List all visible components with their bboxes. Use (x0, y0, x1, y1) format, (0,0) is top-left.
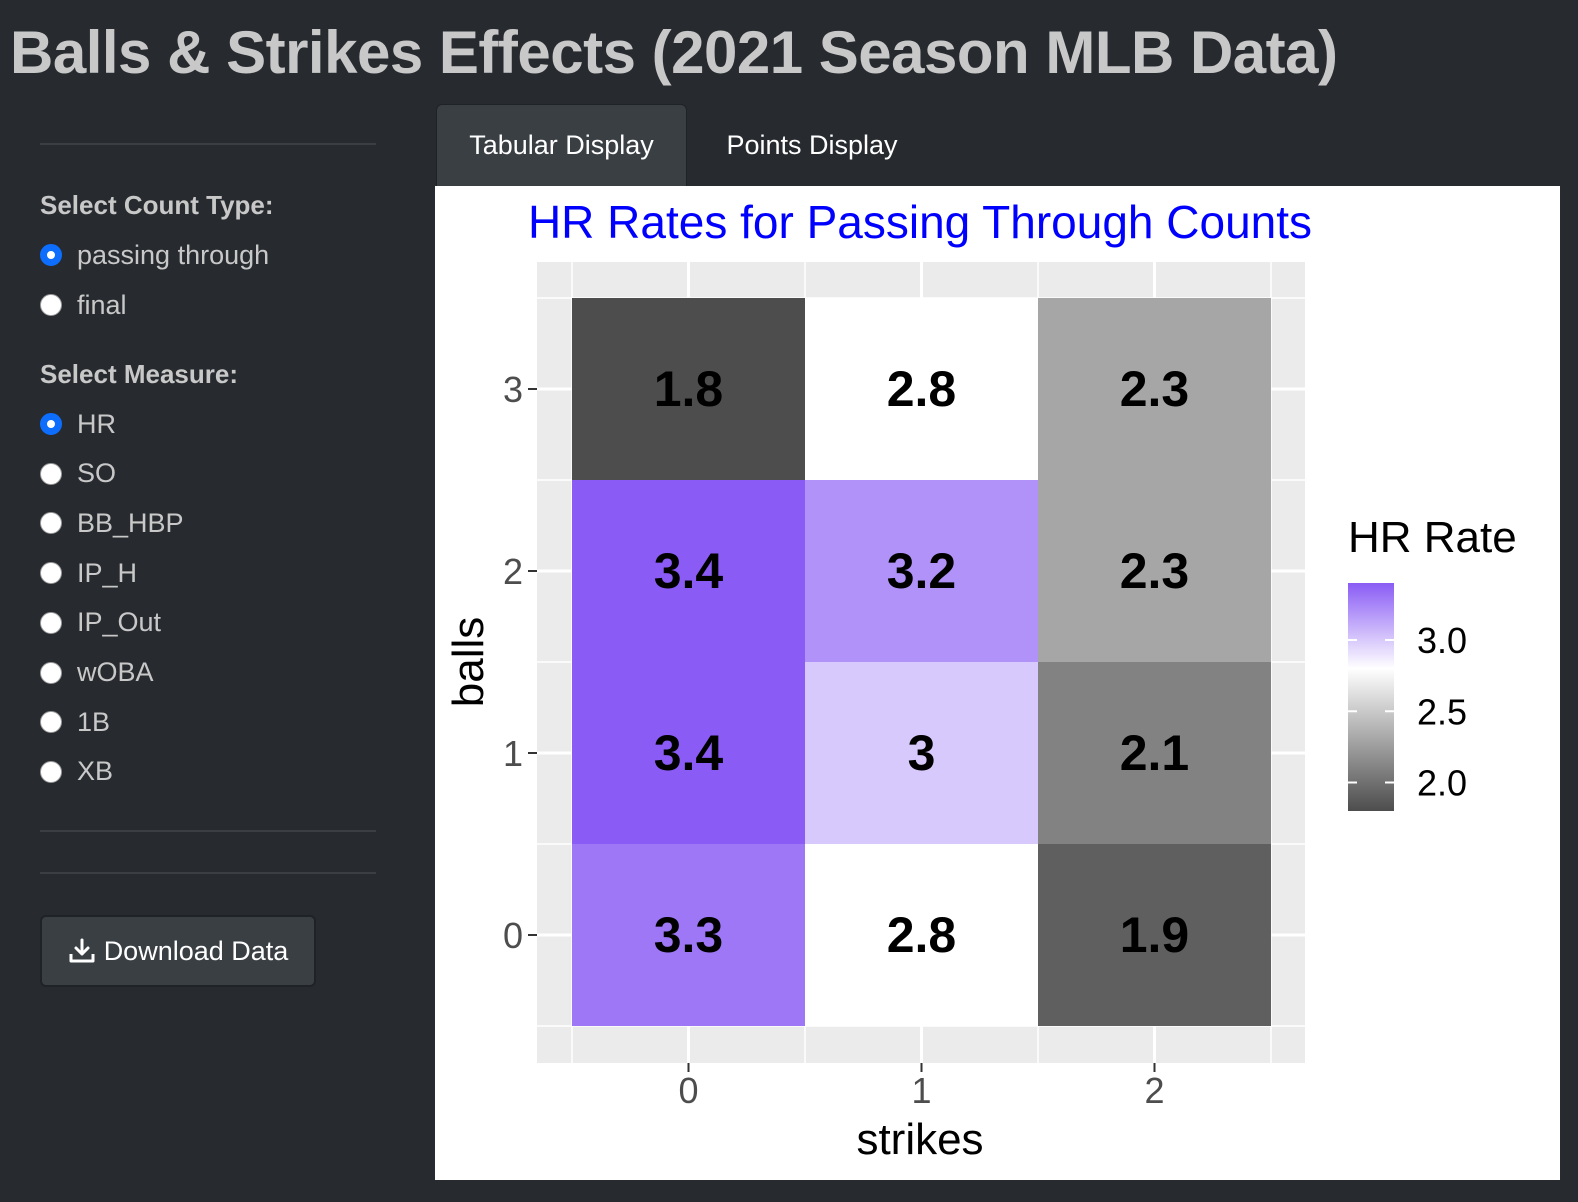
x-tick-label: 0 (678, 1070, 698, 1111)
y-tick-label: 0 (503, 915, 523, 956)
radio-button[interactable] (40, 661, 62, 684)
radio-label: XB (77, 756, 114, 787)
cell-label: 1.8 (654, 361, 724, 417)
x-tick-label: 2 (1144, 1070, 1164, 1111)
radio-option[interactable]: final (40, 288, 127, 322)
tab-label: Points Display (726, 129, 898, 160)
sidebar-divider (40, 872, 376, 874)
heatmap-cell (805, 844, 1038, 1026)
cell-label: 2.3 (1120, 543, 1190, 599)
radio-option[interactable]: XB (40, 755, 113, 789)
tab-points-display[interactable]: Points Display (694, 104, 930, 186)
plot-panel: HR Rates for Passing Through Counts 1.8 2… (435, 186, 1560, 1180)
heatmap-chart: HR Rates for Passing Through Counts 1.8 2… (444, 196, 1517, 1164)
radio-button[interactable] (40, 760, 62, 783)
radio-label: 1B (77, 706, 111, 737)
sidebar-divider (40, 143, 376, 145)
cell-label: 3 (908, 725, 936, 781)
radio-option[interactable]: BB_HBP (40, 506, 184, 540)
heatmap-cell (572, 298, 805, 480)
radio-label: HR (77, 408, 116, 439)
legend-title: HR Rate (1348, 513, 1517, 562)
radio-label: final (77, 289, 127, 320)
cell-label: 3.3 (654, 907, 724, 963)
count-type-label: Select Count Type: (40, 190, 274, 220)
heatmap-cell (805, 662, 1038, 844)
radio-button[interactable] (40, 294, 62, 316)
radio-option[interactable]: SO (40, 457, 116, 491)
radio-label: wOBA (77, 657, 154, 687)
tab-label: Tabular Display (469, 130, 654, 160)
radio-option[interactable]: passing through (40, 238, 269, 272)
y-tick-label: 2 (503, 551, 523, 592)
tab-tabular-display[interactable]: Tabular Display (436, 104, 687, 186)
heatmap-cell (572, 662, 805, 844)
heatmap-cell (1038, 298, 1271, 480)
radio-label: IP_Out (77, 607, 162, 638)
radio-button[interactable] (40, 413, 62, 435)
radio-option[interactable]: wOBA (40, 656, 154, 690)
legend-colorbar (1348, 583, 1394, 811)
radio-option[interactable]: IP_H (40, 556, 137, 590)
cell-label: 2.8 (887, 361, 957, 417)
heatmap-cell (1038, 844, 1271, 1026)
cell-label: 1.9 (1120, 907, 1190, 963)
x-axis-title: strikes (856, 1115, 983, 1164)
radio-label: IP_H (77, 557, 138, 588)
cell-label: 2.3 (1120, 361, 1190, 417)
sidebar-divider (40, 830, 376, 832)
cell-label: 2.8 (887, 907, 957, 963)
measure-label: Select Measure: (40, 359, 238, 389)
radio-option[interactable]: 1B (40, 705, 110, 739)
heatmap-cell (1038, 480, 1271, 662)
heatmap-cell (572, 844, 805, 1026)
cell-label: 3.2 (887, 543, 957, 599)
download-icon (69, 938, 95, 963)
app-title: Balls & Strikes Effects (2021 Season MLB… (10, 19, 1338, 86)
radio-label: passing through (77, 239, 270, 270)
cell-label: 2.1 (1120, 725, 1190, 781)
y-tick-label: 3 (503, 369, 523, 410)
y-axis-title: balls (444, 617, 493, 708)
radio-option[interactable]: IP_Out (40, 606, 161, 640)
radio-button[interactable] (40, 512, 62, 535)
sidebar: Select Count Type: passing through final … (40, 0, 376, 1202)
legend-tick-label: 2.0 (1417, 763, 1467, 804)
radio-button[interactable] (40, 562, 62, 585)
radio-label: BB_HBP (77, 507, 184, 538)
radio-label: SO (77, 458, 117, 489)
heatmap-cell (805, 480, 1038, 662)
legend-tick-label: 3.0 (1417, 620, 1467, 661)
radio-button[interactable] (40, 711, 62, 734)
heatmap-cell (805, 298, 1038, 480)
radio-button[interactable] (40, 244, 62, 266)
radio-button[interactable] (40, 611, 62, 634)
radio-button[interactable] (40, 462, 62, 485)
download-data-button[interactable]: Download Data (40, 915, 316, 987)
cell-label: 3.4 (654, 543, 724, 599)
radio-option[interactable]: HR (40, 407, 116, 441)
legend-tick-label: 2.5 (1417, 691, 1467, 732)
heatmap-cell (572, 480, 805, 662)
chart-title: HR Rates for Passing Through Counts (528, 196, 1312, 248)
y-tick-label: 1 (503, 733, 523, 774)
cell-label: 3.4 (654, 725, 724, 781)
x-tick-label: 1 (911, 1070, 931, 1111)
heatmap-cell (1038, 662, 1271, 844)
download-label: Download Data (103, 935, 289, 966)
